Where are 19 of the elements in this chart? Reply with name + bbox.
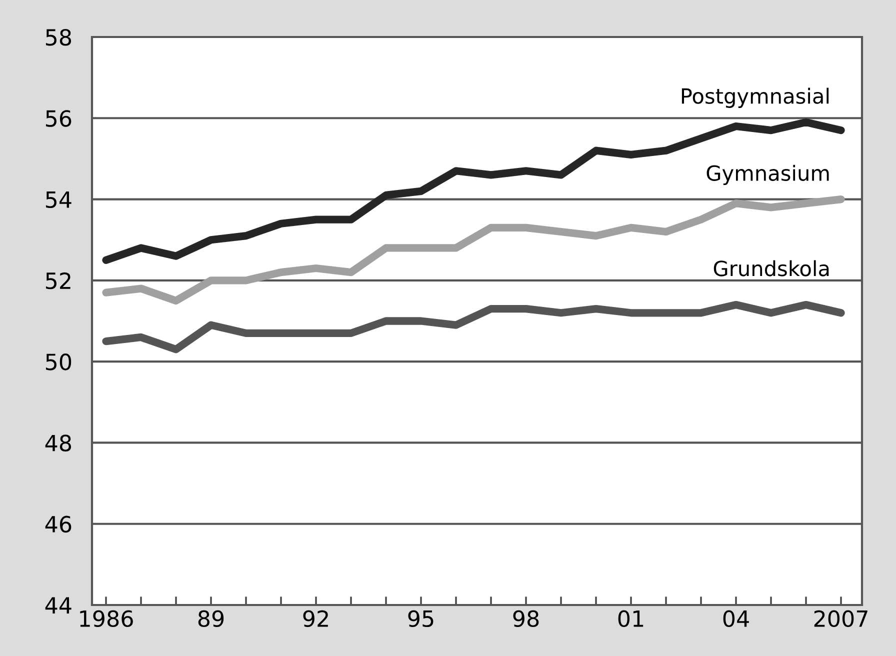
y-tick-label: 52 [46, 272, 70, 290]
series-label: Grundskola [714, 260, 829, 276]
y-tick-label: 56 [46, 110, 72, 127]
x-tick-label: 89 [198, 610, 224, 628]
x-tick-label: 01 [618, 610, 644, 628]
series-label: Postgymnasial [682, 88, 829, 108]
series-label: Gymnasium [706, 164, 829, 186]
y-tick-label: 50 [46, 354, 72, 370]
x-tick-label: 95 [408, 610, 434, 628]
y-tick-label: 58 [46, 28, 72, 46]
y-tick-label: 46 [45, 516, 72, 533]
x-tick-label: 1986 [80, 610, 133, 628]
y-tick-label: 54 [46, 192, 72, 208]
x-tick-label: 04 [723, 610, 749, 628]
x-tick-label: 2007 [814, 610, 868, 628]
y-tick-label: 44 [45, 597, 72, 614]
x-tick-label: 92 [303, 610, 328, 628]
y-tick-label: 48 [45, 434, 72, 452]
x-tick-label: 98 [513, 610, 539, 628]
